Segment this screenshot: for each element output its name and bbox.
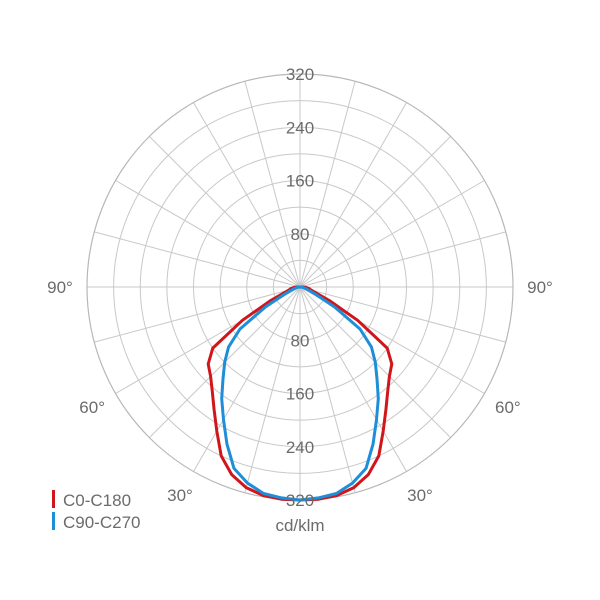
grid-circle — [113, 100, 487, 474]
grid-circle — [272, 259, 328, 315]
grid-circle — [193, 180, 407, 394]
radial-tick-upper: 160 — [286, 172, 314, 191]
grid-circle — [246, 233, 354, 341]
radial-tick-lower: 320 — [286, 491, 314, 510]
grid-circle — [139, 126, 461, 448]
radial-tick-labels: 80 80 160 160 240 240 320 320 — [286, 65, 314, 510]
legend-label-c90-c270: C90-C270 — [63, 513, 141, 532]
angle-label: 60° — [79, 398, 105, 417]
grid-circle — [166, 153, 434, 421]
radial-tick-upper: 240 — [286, 118, 314, 137]
radial-tick-upper: 80 — [291, 225, 310, 244]
angle-label: 30° — [407, 486, 433, 505]
radial-tick-lower: 240 — [286, 438, 314, 457]
radial-tick-lower: 80 — [291, 331, 310, 350]
angle-label: 90° — [527, 278, 553, 297]
grid-circle — [219, 206, 381, 368]
legend-label-c0-c180: C0-C180 — [63, 491, 131, 510]
series-c90-c270 — [220, 285, 380, 502]
radial-tick-upper: 320 — [286, 65, 314, 84]
angle-label: 60° — [495, 398, 521, 417]
series-layer — [206, 285, 394, 502]
legend-swatch-c0-c180 — [52, 490, 55, 508]
angle-label: 30° — [167, 486, 193, 505]
legend: C0-C180 C90-C270 — [52, 490, 141, 532]
radial-tick-lower: 160 — [286, 385, 314, 404]
legend-swatch-c90-c270 — [52, 512, 55, 530]
polar-grid — [86, 73, 514, 501]
angle-label: 90° — [47, 278, 73, 297]
unit-label: cd/klm — [275, 516, 324, 535]
angle-labels: 90° 60° 30° 90° 60° 30° — [47, 278, 553, 505]
